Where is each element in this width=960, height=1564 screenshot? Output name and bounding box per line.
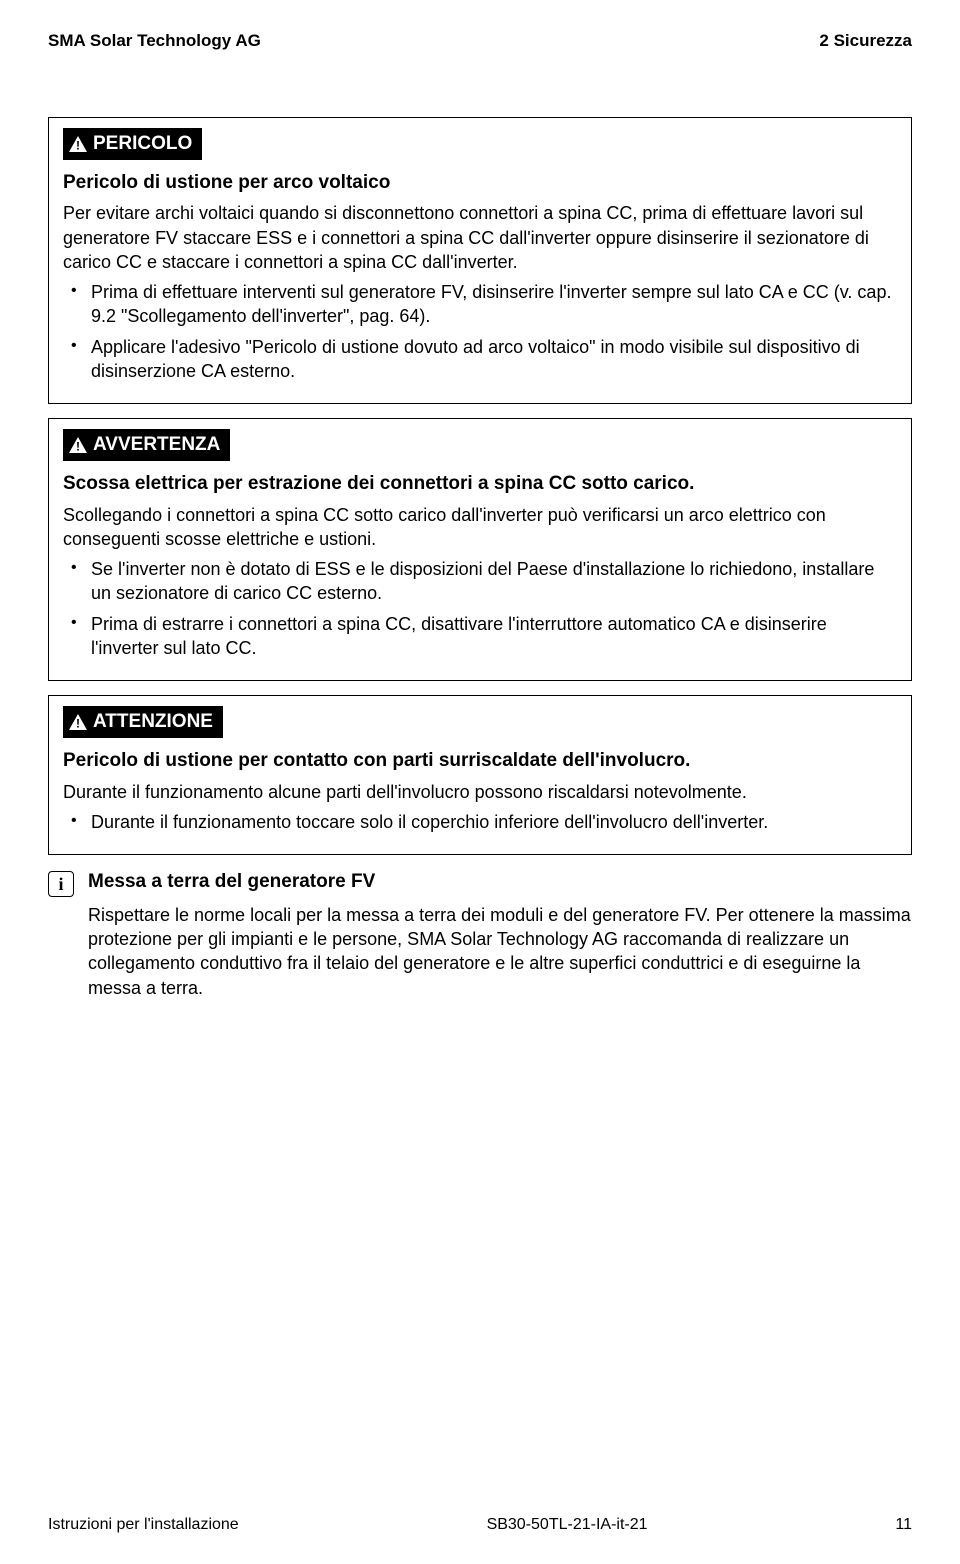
avvertenza-badge: ! AVVERTENZA [63,429,230,461]
pericolo-b2: Applicare l'adesivo "Pericolo di ustione… [91,335,897,384]
avvertenza-b2: Prima di estrarre i connettori a spina C… [91,612,897,661]
warning-triangle-icon: ! [69,714,87,730]
pericolo-heading: Pericolo di ustione per arco voltaico [63,170,897,196]
page-footer: Istruzioni per l'installazione SB30-50TL… [48,1514,912,1536]
avvertenza-list: Se l'inverter non è dotato di ESS e le d… [63,557,897,660]
attenzione-badge: ! ATTENZIONE [63,706,223,738]
footer-left: Istruzioni per l'installazione [48,1514,239,1536]
svg-text:!: ! [76,717,80,731]
svg-text:!: ! [76,440,80,454]
attenzione-b1: Durante il funzionamento toccare solo il… [91,810,897,834]
footer-center: SB30-50TL-21-IA-it-21 [487,1514,648,1536]
svg-text:!: ! [76,138,80,152]
avvertenza-box: ! AVVERTENZA Scossa elettrica per estraz… [48,418,912,681]
attenzione-badge-label: ATTENZIONE [93,709,213,735]
avvertenza-badge-label: AVVERTENZA [93,432,220,458]
header-left: SMA Solar Technology AG [48,30,261,53]
warning-triangle-icon: ! [69,136,87,152]
attenzione-list: Durante il funzionamento toccare solo il… [63,810,897,834]
header-right: 2 Sicurezza [819,30,912,53]
info-icon-glyph: i [58,872,63,896]
avvertenza-b1: Se l'inverter non è dotato di ESS e le d… [91,557,897,606]
pericolo-badge: ! PERICOLO [63,128,202,160]
pericolo-box: ! PERICOLO Pericolo di ustione per arco … [48,117,912,404]
footer-right: 11 [895,1514,912,1536]
pericolo-list: Prima di effettuare interventi sul gener… [63,280,897,383]
info-heading: Messa a terra del generatore FV [88,869,912,895]
pericolo-badge-label: PERICOLO [93,131,192,157]
info-icon: i [48,871,74,897]
pericolo-p1: Per evitare archi voltaici quando si dis… [63,201,897,274]
info-p1: Rispettare le norme locali per la messa … [88,903,912,1000]
warning-triangle-icon: ! [69,437,87,453]
attenzione-p1: Durante il funzionamento alcune parti de… [63,780,897,804]
avvertenza-heading: Scossa elettrica per estrazione dei conn… [63,471,897,497]
info-section: i Messa a terra del generatore FV Rispet… [48,869,912,1006]
pericolo-b1: Prima di effettuare interventi sul gener… [91,280,897,329]
avvertenza-p1: Scollegando i connettori a spina CC sott… [63,503,897,552]
page-header: SMA Solar Technology AG 2 Sicurezza [48,30,912,53]
attenzione-heading: Pericolo di ustione per contatto con par… [63,748,897,774]
info-content: Messa a terra del generatore FV Rispetta… [88,869,912,1006]
attenzione-box: ! ATTENZIONE Pericolo di ustione per con… [48,695,912,855]
